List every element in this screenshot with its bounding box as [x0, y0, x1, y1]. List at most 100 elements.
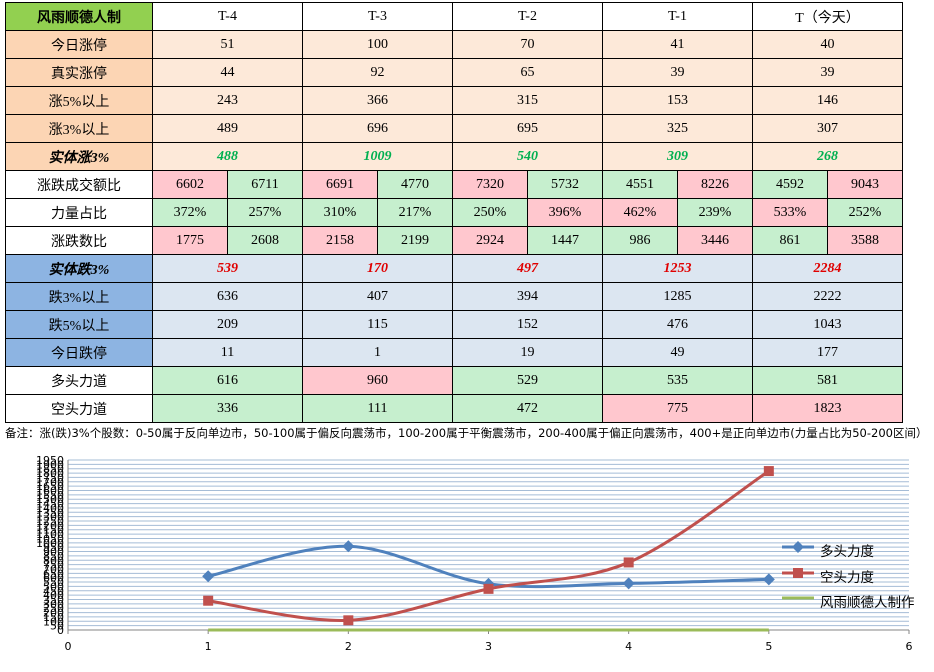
table-cell: 539: [152, 254, 303, 283]
table-cell: 366: [302, 86, 453, 115]
row-label: 涨5%以上: [5, 86, 153, 115]
table-cell: 39: [752, 58, 903, 87]
row-label: 空头力道: [5, 394, 153, 423]
y-tick-label: 1250: [36, 515, 64, 528]
data-point: [343, 615, 354, 626]
y-tick-label: 300: [43, 598, 64, 611]
table-cell: 6711: [227, 170, 303, 199]
y-tick-label: 900: [43, 546, 64, 559]
table-row: 多头力道 616 960 529 535 581: [5, 366, 903, 395]
table-cell: 153: [602, 86, 753, 115]
y-tick-label: 1650: [36, 480, 64, 493]
column-header: T-1: [602, 2, 753, 31]
data-table: 风雨顺德人制 T-4 T-3 T-2 T-1 T（今天） 今日涨停 51 100 70 41 40 真实…: [5, 2, 903, 423]
y-tick-label: 350: [43, 593, 64, 606]
legend-label-author: 风雨顺德人制作: [820, 595, 915, 611]
column-header: T-4: [152, 2, 303, 31]
y-tick-label: 150: [43, 611, 64, 624]
table-cell: 217%: [377, 198, 453, 227]
table-cell: 39: [602, 58, 753, 87]
table-cell: 6602: [152, 170, 228, 199]
x-tick-label: 3: [485, 640, 492, 653]
y-tick-label: 0: [57, 624, 64, 637]
table-cell: 472: [452, 394, 603, 423]
table-cell: 268: [752, 142, 903, 171]
row-label: 实体涨3%: [5, 142, 153, 171]
y-tick-label: 1700: [36, 476, 64, 489]
table-cell: 44: [152, 58, 303, 87]
table-cell: 51: [152, 30, 303, 59]
table-cell: 239%: [677, 198, 753, 227]
table-cell: 252%: [827, 198, 903, 227]
table-cell: 1823: [752, 394, 903, 423]
table-cell: 146: [752, 86, 903, 115]
table-cell: 100: [302, 30, 453, 59]
table-cell: 4551: [602, 170, 678, 199]
data-point: [202, 570, 215, 583]
table-cell: 325: [602, 114, 753, 143]
data-point: [342, 540, 355, 553]
y-tick-label: 1950: [36, 454, 64, 467]
table-cell: 489: [152, 114, 303, 143]
table-cell: 1447: [527, 226, 603, 255]
y-tick-label: 1150: [36, 524, 64, 537]
table-cell: 775: [602, 394, 753, 423]
table-cell: 861: [752, 226, 828, 255]
data-point: [763, 466, 774, 477]
table-row: 实体涨3% 488 1009 540 309 268: [5, 142, 903, 171]
table-cell: 372%: [152, 198, 228, 227]
table-row: 实体跌3% 539 170 497 1253 2284: [5, 254, 903, 283]
data-point: [622, 577, 635, 590]
column-header: T（今天）: [752, 2, 903, 31]
row-label: 今日跌停: [5, 338, 153, 367]
y-tick-label: 1050: [36, 532, 64, 545]
table-title: 风雨顺德人制: [5, 2, 153, 31]
y-tick-label: 800: [43, 554, 64, 567]
table-cell: 111: [302, 394, 453, 423]
table-cell: 11: [152, 338, 303, 367]
y-tick-label: 650: [43, 567, 64, 580]
y-tick-label: 1900: [36, 458, 64, 471]
x-tick-label: 5: [765, 640, 772, 653]
spreadsheet: 风雨顺德人制 T-4 T-3 T-2 T-1 T（今天） 今日涨停 51 100 70 41 40 真实…: [5, 2, 927, 440]
y-tick-label: 750: [43, 559, 64, 572]
y-tick-label: 1400: [36, 502, 64, 515]
y-tick-label: 450: [43, 585, 64, 598]
table-row: 涨跌成交额比 6602 6711 6691 4770 7320 5732 4551 8226 45…: [5, 170, 903, 199]
y-tick-label: 500: [43, 580, 64, 593]
table-cell: 177: [752, 338, 903, 367]
table-cell: 2284: [752, 254, 903, 283]
table-cell: 40: [752, 30, 903, 59]
row-label: 跌5%以上: [5, 310, 153, 339]
table-cell: 2158: [302, 226, 378, 255]
table-cell: 1775: [152, 226, 228, 255]
table-cell: 476: [602, 310, 753, 339]
table-cell: 250%: [452, 198, 528, 227]
y-tick-label: 200: [43, 607, 64, 620]
row-label: 真实涨停: [5, 58, 153, 87]
table-cell: 65: [452, 58, 603, 87]
table-cell: 396%: [527, 198, 603, 227]
row-label: 涨跌数比: [5, 226, 153, 255]
table-cell: 3588: [827, 226, 903, 255]
table-cell: 315: [452, 86, 603, 115]
table-cell: 1285: [602, 282, 753, 311]
y-tick-label: 1550: [36, 489, 64, 502]
y-tick-label: 1350: [36, 506, 64, 519]
table-cell: 2222: [752, 282, 903, 311]
y-tick-label: 1600: [36, 485, 64, 498]
y-tick-label: 1000: [36, 537, 64, 550]
chart-canvas: 0501001502002503003504004505005506006507…: [36, 454, 913, 653]
table-row: 空头力道 336 111 472 775 1823: [5, 394, 903, 423]
table-cell: 4770: [377, 170, 453, 199]
table-cell: 92: [302, 58, 453, 87]
y-tick-label: 1800: [36, 467, 64, 480]
table-cell: 152: [452, 310, 603, 339]
table-cell: 1253: [602, 254, 753, 283]
x-tick-label: 0: [65, 640, 72, 653]
table-cell: 310%: [302, 198, 378, 227]
row-label: 今日涨停: [5, 30, 153, 59]
table-cell: 1043: [752, 310, 903, 339]
y-tick-label: 1750: [36, 471, 64, 484]
table-row: 涨3%以上 489 696 695 325 307: [5, 114, 903, 143]
